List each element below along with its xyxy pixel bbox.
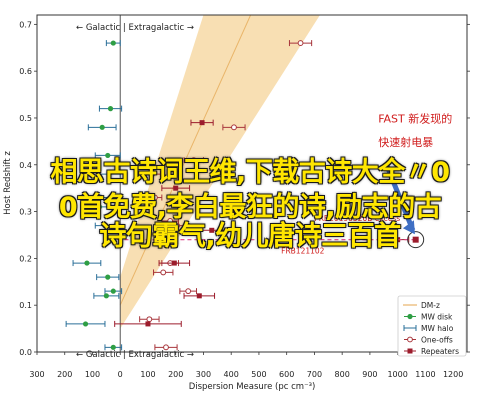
one-off-point <box>231 124 237 131</box>
mw-disk-point <box>110 40 116 46</box>
mw-disk-point <box>96 204 103 210</box>
x-tick-label: 800 <box>335 370 350 379</box>
plot-frame <box>36 14 468 353</box>
tick-layer: 300 200 100 0 100 200 300 400 500 600 700 800 900 100… <box>19 20 470 379</box>
x-tick-label: 300 <box>29 370 44 379</box>
mw-disk-point <box>105 152 111 159</box>
annotation-text: FAST 新发现的 <box>378 112 452 126</box>
legend-swatch-disk <box>407 313 413 320</box>
arrow-head <box>402 220 415 235</box>
one-off-point <box>164 241 171 248</box>
legend-label: MW halo <box>421 324 454 333</box>
one-off-point <box>174 222 180 229</box>
x-tick-label: 1000 <box>387 370 407 379</box>
one-off-point <box>167 218 174 224</box>
one-off-point <box>160 269 167 276</box>
x-tick-label: 300 <box>196 370 211 379</box>
one-off-point <box>149 171 156 178</box>
one-off-point <box>190 157 197 163</box>
one-off-point <box>297 40 304 46</box>
one-off-point <box>185 288 192 295</box>
legend-frame <box>397 295 467 357</box>
y-tick-label: 0.5 <box>19 114 32 123</box>
x-tick-label: 1100 <box>415 370 435 379</box>
x-tick-label: 600 <box>279 370 294 379</box>
y-tick-label: 0.6 <box>19 67 32 76</box>
repeater-point <box>209 227 215 233</box>
repeater-point <box>196 293 202 299</box>
top-galactic-label: ← Galactic | Extragalactic → <box>76 23 194 33</box>
legend-label: MW disk <box>421 313 453 322</box>
highlight-repeater-point <box>412 236 419 243</box>
mw-disk-point <box>82 321 89 327</box>
mw-disk-point <box>110 344 116 350</box>
mw-disk-point <box>102 223 108 229</box>
x-tick-label: 900 <box>362 370 377 379</box>
x-tick-label: 700 <box>307 370 322 379</box>
annotation-text: FRB20190520B excess <box>314 214 400 223</box>
x-tick-label: 1200 <box>443 370 463 379</box>
highlight-circle <box>407 231 425 249</box>
repeater-point <box>173 185 179 191</box>
y-tick-label: 0.7 <box>19 20 32 29</box>
x-axis-label: Dispersion Measure (pc cm⁻³) <box>189 382 316 392</box>
legend-swatch-oneoff <box>407 336 413 343</box>
repeater-point <box>145 321 151 327</box>
x-tick-label: 100 <box>140 370 155 379</box>
one-off-point <box>146 316 153 323</box>
mw-disk-point <box>110 288 116 294</box>
legend: DM-z MW disk MW halo One-offs Repeaters <box>397 295 467 357</box>
mw-disk-point <box>99 124 105 130</box>
y-tick-label: 0.0 <box>19 348 32 357</box>
one-off-point <box>152 194 158 201</box>
y-tick-label: 0.2 <box>19 254 32 263</box>
repeater-point <box>199 120 205 126</box>
y-tick-label: 0.4 <box>19 161 32 170</box>
points-layer <box>65 40 425 351</box>
mw-disk-point <box>107 194 114 201</box>
x-tick-label: 100 <box>85 370 100 379</box>
mw-disk-point <box>84 260 90 266</box>
bottom-galactic-label: ← Galactic | Extragalactic → <box>76 350 194 360</box>
x-tick-label: 0 <box>118 370 123 379</box>
x-tick-label: 200 <box>168 370 183 379</box>
legend-label: One-offs <box>421 336 453 345</box>
legend-label: DM-z <box>421 301 440 310</box>
dmz-band <box>120 15 320 329</box>
legend-label: Repeaters <box>421 347 459 356</box>
annotation-text: FRB121102 <box>281 247 325 256</box>
mw-disk-point <box>106 171 112 177</box>
one-off-point <box>163 344 169 351</box>
y-tick-label: 0.1 <box>19 301 32 310</box>
annotation-text: 快速射电暴 <box>378 135 433 149</box>
y-tick-label: 0.3 <box>19 208 32 217</box>
legend-swatch-repeater <box>407 348 413 354</box>
mw-disk-point <box>103 293 109 299</box>
x-tick-label: 200 <box>57 370 72 379</box>
x-tick-label: 400 <box>224 370 239 379</box>
arrow-shaft <box>384 163 416 232</box>
x-tick-label: 500 <box>251 370 266 379</box>
repeater-point <box>171 260 177 266</box>
mw-disk-point <box>105 274 111 280</box>
mw-disk-point <box>107 106 114 112</box>
y-axis-label: Host Redshift z <box>3 151 13 215</box>
